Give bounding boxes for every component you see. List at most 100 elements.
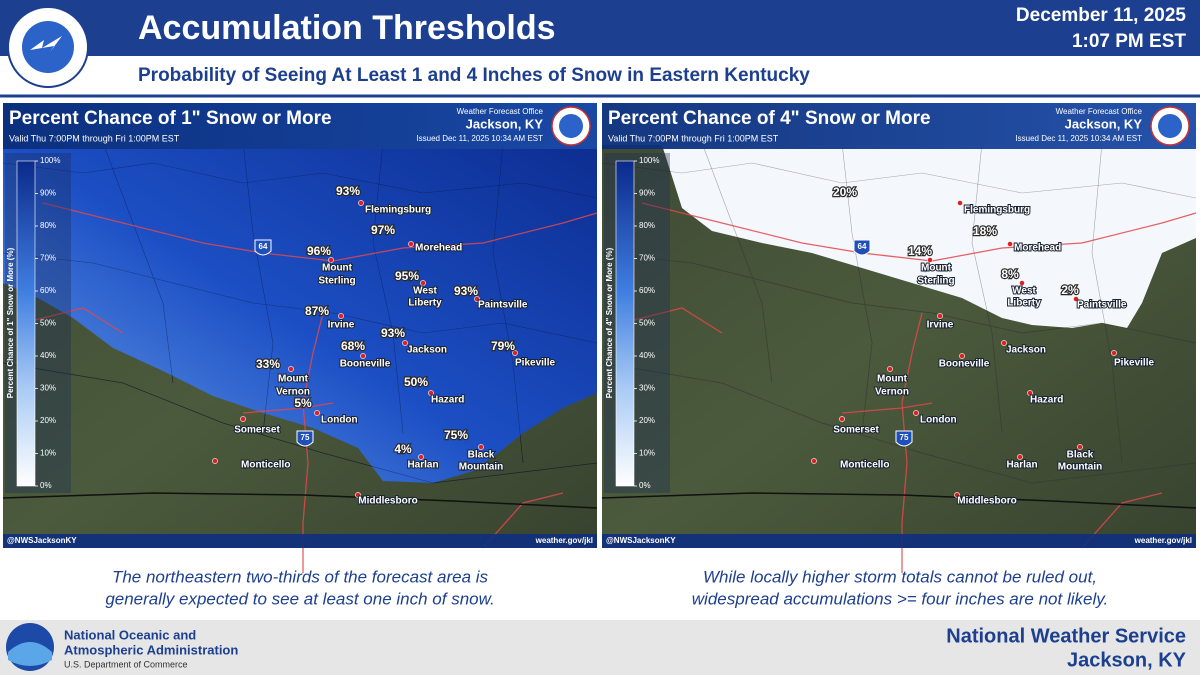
- city-dot: [328, 257, 334, 263]
- noaa-logo-wave: [8, 642, 52, 666]
- probability-label: 4%: [394, 442, 412, 456]
- panel-office-label: Weather Forecast Office: [1056, 107, 1143, 116]
- city-dot: [1007, 241, 1013, 247]
- snow-probability-area: [3, 103, 597, 483]
- probability-label: 33%: [256, 357, 280, 371]
- city-label: Liberty: [408, 298, 442, 309]
- city-dot: [402, 340, 408, 346]
- probability-label: 97%: [371, 223, 395, 237]
- colorbar-tick-label: 10%: [40, 449, 56, 458]
- probability-label: 79%: [491, 339, 515, 353]
- city-dot: [1073, 296, 1079, 302]
- city-dot: [314, 410, 320, 416]
- highway-shield-label: 75: [900, 433, 909, 442]
- city-label: Mount: [877, 374, 908, 385]
- colorbar-tick-label: 40%: [639, 351, 655, 360]
- city-dot: [338, 313, 344, 319]
- caption-line: widespread accumulations >= four inches …: [692, 589, 1108, 608]
- highway-shield: [895, 430, 913, 447]
- colorbar-tick-label: 60%: [40, 286, 56, 295]
- colorbar-tick-label: 20%: [40, 416, 56, 425]
- highway-shield: [254, 239, 272, 256]
- city-label: Mount: [278, 374, 309, 385]
- city-dot: [954, 492, 960, 498]
- header-title: Accumulation Thresholds: [138, 9, 556, 47]
- panel-website: weather.gov/jkl: [535, 536, 593, 545]
- city-dot: [240, 416, 246, 422]
- footer-agency: National Oceanic and: [64, 627, 196, 642]
- city-label: Sterling: [917, 276, 954, 287]
- highway: [841, 402, 933, 414]
- county-line: [601, 362, 1197, 484]
- panel-footer-strip: [602, 534, 1196, 548]
- colorbar-tick-label: 50%: [40, 319, 56, 328]
- city-dot: [478, 444, 484, 450]
- city-dot: [959, 353, 965, 359]
- city-dot: [355, 492, 361, 498]
- county-line: [841, 142, 873, 434]
- probability-label: 93%: [336, 184, 360, 198]
- county-line: [701, 142, 773, 384]
- city-label: Flemingsburg: [365, 205, 431, 216]
- city-label: Booneville: [340, 359, 391, 370]
- highway: [242, 402, 334, 414]
- state-border: [601, 492, 1197, 509]
- colorbar-backing: [604, 153, 670, 493]
- city-dot: [913, 410, 919, 416]
- city-label: Jackson: [1006, 345, 1046, 356]
- city-label: Flemingsburg: [964, 205, 1030, 216]
- colorbar-tick-label: 80%: [639, 221, 655, 230]
- map-panel: Percent Chance of 1" Snow or More Valid T…: [2, 103, 598, 573]
- header-time: 1:07 PM EST: [1072, 31, 1186, 52]
- probability-label: 14%: [908, 244, 932, 258]
- colorbar-tick-label: 90%: [639, 189, 655, 198]
- city-dot: [1019, 280, 1025, 286]
- panel-banner: [3, 103, 597, 149]
- probability-label: 93%: [381, 326, 405, 340]
- highway: [482, 492, 564, 549]
- county-line: [2, 252, 598, 344]
- header-subtitle: Probability of Seeing At Least 1 and 4 I…: [138, 65, 810, 86]
- city-label: Pikeville: [515, 358, 555, 369]
- city-label: Hazard: [1030, 395, 1063, 406]
- city-dot: [1001, 340, 1007, 346]
- city-label: Sterling: [318, 276, 355, 287]
- colorbar-tick-label: 20%: [639, 416, 655, 425]
- panel-handle: @NWSJacksonKY: [606, 536, 676, 545]
- county-line: [372, 142, 404, 434]
- city-dot: [927, 257, 933, 263]
- city-label: Monticello: [840, 460, 889, 471]
- city-label: Middlesboro: [957, 496, 1016, 507]
- county-line: [242, 142, 274, 434]
- probability-label: 87%: [305, 304, 329, 318]
- panel-title: Percent Chance of 1" Snow or More: [9, 108, 332, 129]
- colorbar-tick-label: 50%: [639, 319, 655, 328]
- nws-logo-bolt: [30, 36, 62, 52]
- highway-shield-label: 64: [259, 242, 268, 251]
- highway-shield-label: 75: [301, 433, 310, 442]
- panel-office: Jackson, KY: [1065, 116, 1143, 131]
- colorbar-tick-label: 100%: [40, 156, 60, 165]
- city-dot: [474, 296, 480, 302]
- probability-label: 5%: [294, 396, 312, 410]
- probability-label: 68%: [341, 339, 365, 353]
- panel-valid: Valid Thu 7:00PM through Fri 1:00PM EST: [9, 133, 180, 143]
- probability-label: 75%: [444, 428, 468, 442]
- colorbar-tick-label: 70%: [40, 254, 56, 263]
- colorbar-backing: [5, 153, 71, 493]
- city-label: Vernon: [276, 387, 310, 398]
- city-label: Somerset: [234, 425, 280, 436]
- colorbar-tick-label: 40%: [40, 351, 56, 360]
- county-line: [102, 142, 174, 384]
- colorbar-tick-label: 30%: [40, 384, 56, 393]
- city-dot: [1077, 444, 1083, 450]
- highway-shield-label: 64: [858, 242, 867, 251]
- colorbar: [16, 160, 36, 487]
- city-dot: [1111, 350, 1117, 356]
- city-label: Paintsville: [478, 300, 528, 311]
- highway: [621, 307, 723, 334]
- probability-label: 50%: [404, 375, 428, 389]
- map-panel: Percent Chance of 4" Snow or More Valid T…: [601, 103, 1197, 573]
- city-dot: [1027, 390, 1033, 396]
- caption-line: While locally higher storm totals cannot…: [703, 567, 1097, 586]
